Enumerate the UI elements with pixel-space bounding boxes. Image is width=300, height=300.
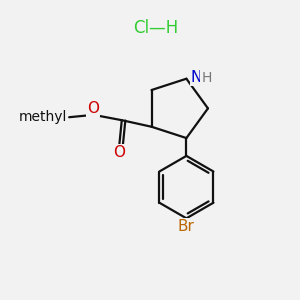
Text: N: N (190, 70, 202, 85)
Text: Cl—H: Cl—H (133, 19, 178, 37)
Text: Br: Br (178, 219, 195, 234)
Text: O: O (87, 101, 99, 116)
Text: O: O (113, 145, 125, 160)
Text: methyl: methyl (18, 110, 67, 124)
Text: H: H (201, 70, 212, 85)
